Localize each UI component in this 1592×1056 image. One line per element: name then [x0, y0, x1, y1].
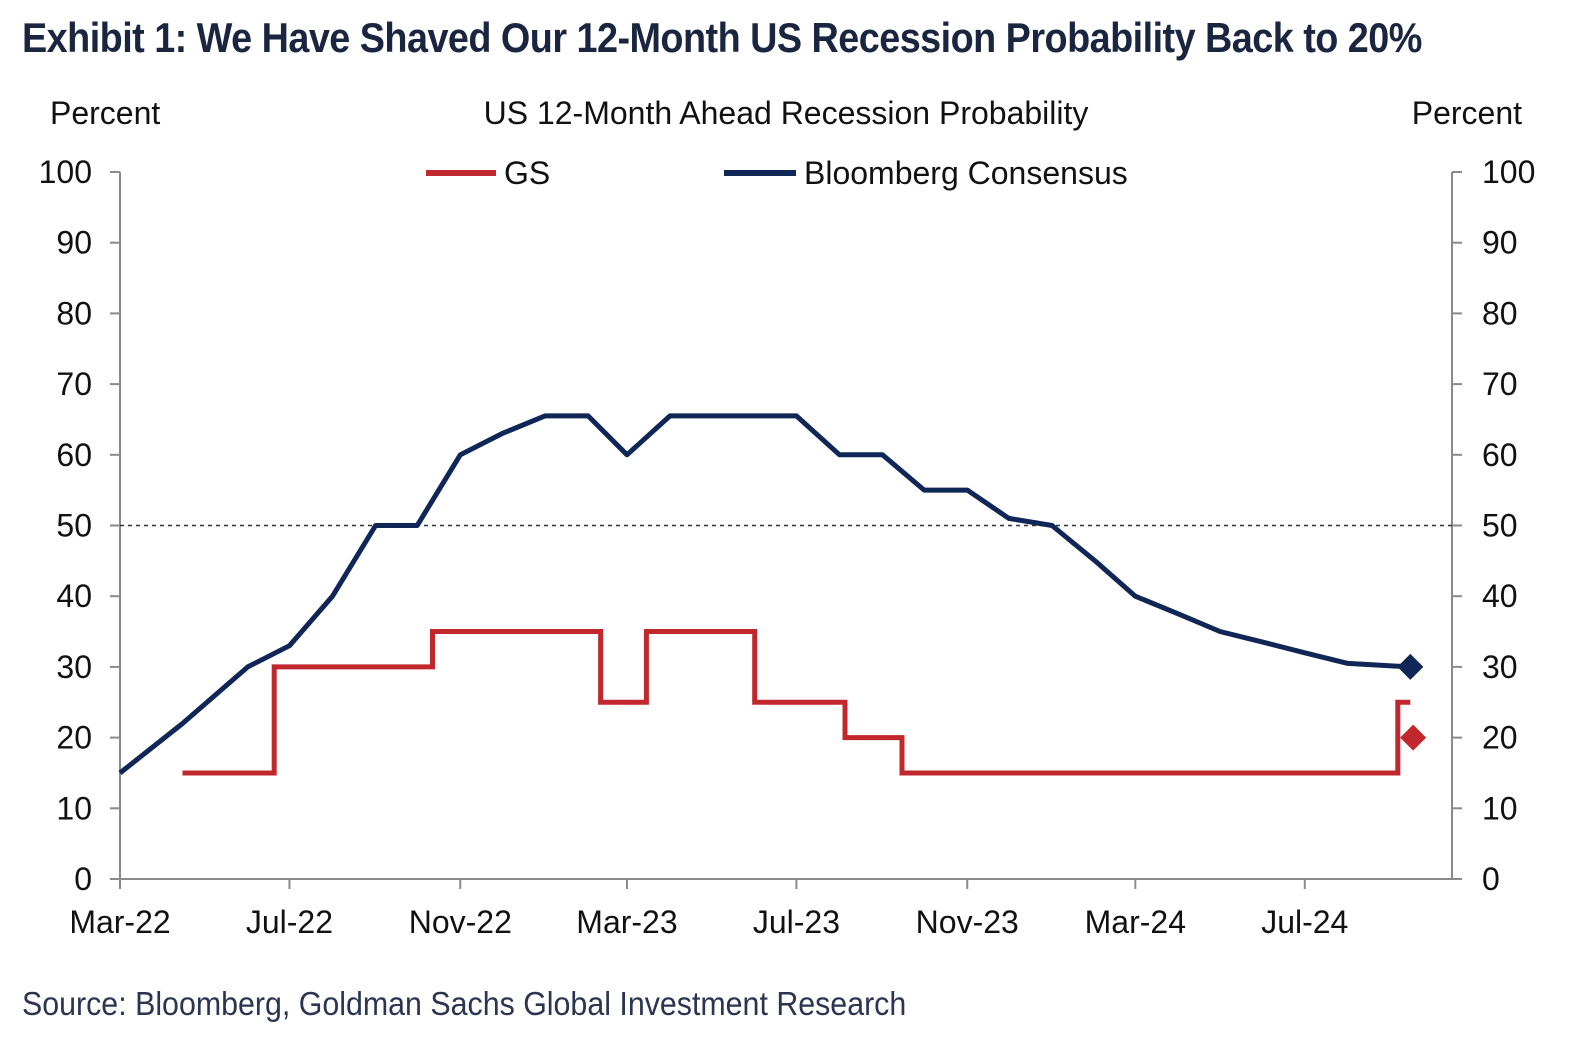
series-line-gs [182, 629, 1411, 776]
left-y-tick-label: 0 [74, 861, 92, 897]
right-y-tick-label: 90 [1482, 225, 1518, 261]
x-tick-label: Jul-23 [753, 904, 840, 940]
exhibit-title: Exhibit 1: We Have Shaved Our 12-Month U… [22, 14, 1422, 61]
series-line-bloomberg-consensus [118, 413, 1411, 775]
left-y-tick-label: 20 [56, 720, 92, 756]
left-axis-unit-label: Percent [50, 95, 160, 131]
right-y-tick-label: 40 [1482, 578, 1518, 614]
right-y-tick-label: 100 [1482, 154, 1535, 190]
right-y-tick-label: 80 [1482, 295, 1518, 331]
legend-label-gs: GS [504, 155, 550, 191]
x-tick-label: Nov-22 [409, 904, 512, 940]
source-note: Source: Bloomberg, Goldman Sachs Global … [22, 985, 907, 1022]
left-y-tick-label: 10 [56, 790, 92, 826]
left-y-tick-label: 70 [56, 366, 92, 402]
left-y-tick-label: 60 [56, 437, 92, 473]
right-y-tick-label: 70 [1482, 366, 1518, 402]
legend: GS Bloomberg Consensus [426, 155, 1128, 191]
right-y-tick-label: 60 [1482, 437, 1518, 473]
left-y-tick-label: 100 [39, 154, 92, 190]
left-y-tick-label: 40 [56, 578, 92, 614]
series-marker-bloomberg-consensus [1397, 653, 1424, 680]
x-tick-label: Jul-22 [246, 904, 333, 940]
x-tick-label: Mar-24 [1085, 904, 1186, 940]
right-y-tick-label: 20 [1482, 720, 1518, 756]
left-y-tick-label: 90 [56, 225, 92, 261]
plot-area [118, 413, 1452, 776]
x-tick-label: Mar-23 [576, 904, 677, 940]
left-y-tick-label: 30 [56, 649, 92, 685]
left-y-tick-label: 80 [56, 295, 92, 331]
left-y-tick-label: 50 [56, 508, 92, 544]
right-y-tick-label: 10 [1482, 790, 1518, 826]
legend-label-bloomberg: Bloomberg Consensus [804, 155, 1128, 191]
chart-title: US 12-Month Ahead Recession Probability [484, 95, 1089, 131]
x-tick-label: Jul-24 [1261, 904, 1348, 940]
right-axis-unit-label: Percent [1412, 95, 1522, 131]
right-y-tick-label: 0 [1482, 861, 1500, 897]
right-y-tick-label: 50 [1482, 508, 1518, 544]
series-marker-gs [1400, 724, 1427, 751]
x-tick-label: Mar-22 [69, 904, 170, 940]
x-tick-label: Nov-23 [916, 904, 1019, 940]
right-y-tick-label: 30 [1482, 649, 1518, 685]
axes: 0 0 10 10 20 20 30 30 40 40 50 50 60 60 70 70 80 80 90 90 10… [39, 154, 1536, 940]
